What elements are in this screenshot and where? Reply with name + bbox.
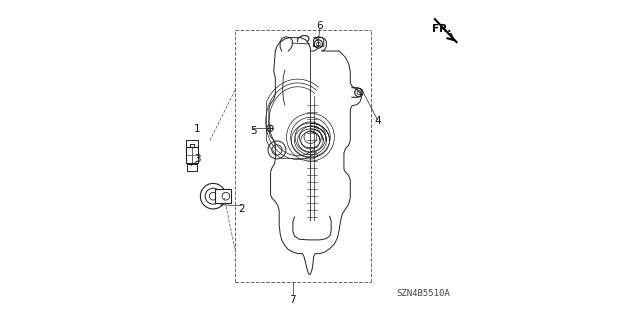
Text: 6: 6 bbox=[317, 20, 323, 31]
Text: 4: 4 bbox=[374, 116, 381, 126]
Bar bbox=[215, 189, 230, 203]
Text: SZN4B5510A: SZN4B5510A bbox=[397, 289, 451, 298]
Text: 2: 2 bbox=[239, 204, 245, 214]
FancyArrowPatch shape bbox=[447, 34, 454, 40]
Text: 7: 7 bbox=[289, 295, 296, 305]
Bar bbox=[188, 164, 197, 171]
Text: 3: 3 bbox=[194, 154, 200, 165]
Bar bbox=[186, 147, 198, 163]
Text: 5: 5 bbox=[250, 126, 257, 136]
Text: 1: 1 bbox=[194, 124, 200, 134]
Text: FR.: FR. bbox=[431, 24, 451, 34]
